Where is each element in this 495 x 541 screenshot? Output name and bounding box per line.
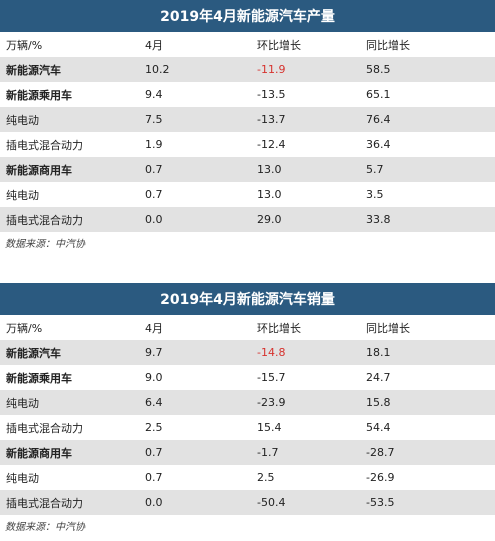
row-mom-value: 15.4: [257, 421, 282, 434]
row-mom-value: 13.0: [257, 188, 282, 201]
row-month-value: 2.5: [145, 421, 163, 434]
sales-rows: 新能源汽车 9.7 -14.8 18.1 新能源乘用车 9.0 -15.7 24.7 纯电动 6.…: [0, 340, 495, 515]
row-category: 新能源商用车: [6, 446, 72, 460]
row-month-value: 9.7: [145, 346, 163, 359]
table-row: 新能源乘用车 9.4 -13.5 65.1: [0, 82, 495, 107]
table-row: 插电式混合动力 0.0 -50.4 -53.5: [0, 490, 495, 515]
row-mom-value: 2.5: [257, 471, 275, 484]
table-row: 纯电动 7.5 -13.7 76.4: [0, 107, 495, 132]
production-header-row: 万辆/% 4月 环比增长 同比增长: [0, 32, 495, 57]
row-month-value: 0.7: [145, 471, 163, 484]
row-month-value: 9.0: [145, 371, 163, 384]
production-table-title: 2019年4月新能源汽车产量: [0, 0, 495, 32]
row-yoy-value: 76.4: [366, 113, 391, 126]
sales-source: 数据来源：中汽协: [5, 521, 85, 533]
row-yoy-value: 54.4: [366, 421, 391, 434]
row-month-value: 0.7: [145, 188, 163, 201]
header-yoy: 同比增长: [366, 38, 410, 52]
table-row: 新能源商用车 0.7 13.0 5.7: [0, 157, 495, 182]
row-month-value: 1.9: [145, 138, 163, 151]
row-yoy-value: 65.1: [366, 88, 391, 101]
row-yoy-value: 24.7: [366, 371, 391, 384]
table-row: 插电式混合动力 1.9 -12.4 36.4: [0, 132, 495, 157]
production-rows: 新能源汽车 10.2 -11.9 58.5 新能源乘用车 9.4 -13.5 65.1 纯电动 7…: [0, 57, 495, 232]
row-mom-value: -50.4: [257, 496, 286, 509]
row-month-value: 0.7: [145, 446, 163, 459]
row-yoy-value: -26.9: [366, 471, 395, 484]
row-category: 新能源汽车: [6, 346, 61, 360]
sales-header-row: 万辆/% 4月 环比增长 同比增长: [0, 315, 495, 340]
row-yoy-value: -53.5: [366, 496, 395, 509]
row-mom-value: -13.5: [257, 88, 286, 101]
row-category: 插电式混合动力: [6, 138, 83, 152]
row-category: 插电式混合动力: [6, 496, 83, 510]
table-row: 新能源乘用车 9.0 -15.7 24.7: [0, 365, 495, 390]
row-yoy-value: 15.8: [366, 396, 391, 409]
row-month-value: 0.0: [145, 213, 163, 226]
header-unit: 万辆/%: [6, 38, 43, 52]
row-yoy-value: 5.7: [366, 163, 384, 176]
sales-table-title: 2019年4月新能源汽车销量: [0, 283, 495, 315]
row-mom-value: -23.9: [257, 396, 286, 409]
row-mom-value: 29.0: [257, 213, 282, 226]
row-yoy-value: 3.5: [366, 188, 384, 201]
row-category: 新能源商用车: [6, 163, 72, 177]
row-yoy-value: -28.7: [366, 446, 395, 459]
header-unit: 万辆/%: [6, 321, 43, 335]
row-yoy-value: 58.5: [366, 63, 391, 76]
row-yoy-value: 33.8: [366, 213, 391, 226]
table-row: 插电式混合动力 0.0 29.0 33.8: [0, 207, 495, 232]
table-row: 纯电动 0.7 13.0 3.5: [0, 182, 495, 207]
row-mom-value: -1.7: [257, 446, 279, 459]
table-row: 插电式混合动力 2.5 15.4 54.4: [0, 415, 495, 440]
table-row: 新能源商用车 0.7 -1.7 -28.7: [0, 440, 495, 465]
header-month: 4月: [145, 38, 163, 52]
row-category: 纯电动: [6, 188, 39, 202]
production-source: 数据来源：中汽协: [5, 238, 85, 250]
header-month: 4月: [145, 321, 163, 335]
row-mom-value: -12.4: [257, 138, 286, 151]
row-category: 插电式混合动力: [6, 213, 83, 227]
row-month-value: 7.5: [145, 113, 163, 126]
row-yoy-value: 36.4: [366, 138, 391, 151]
row-month-value: 9.4: [145, 88, 163, 101]
row-category: 纯电动: [6, 396, 39, 410]
row-mom-value: -14.8: [257, 346, 286, 359]
row-mom-value: 13.0: [257, 163, 282, 176]
row-yoy-value: 18.1: [366, 346, 391, 359]
row-category: 纯电动: [6, 471, 39, 485]
production-table: 2019年4月新能源汽车产量 万辆/% 4月 环比增长 同比增长 新能源汽车 10…: [0, 0, 495, 252]
row-month-value: 0.7: [145, 163, 163, 176]
table-row: 纯电动 6.4 -23.9 15.8: [0, 390, 495, 415]
table-row: 新能源汽车 9.7 -14.8 18.1: [0, 340, 495, 365]
header-mom: 环比增长: [257, 38, 301, 52]
row-category: 新能源乘用车: [6, 88, 72, 102]
row-month-value: 0.0: [145, 496, 163, 509]
row-category: 插电式混合动力: [6, 421, 83, 435]
sales-table: 2019年4月新能源汽车销量 万辆/% 4月 环比增长 同比增长 新能源汽车 9.…: [0, 283, 495, 535]
table-row: 新能源汽车 10.2 -11.9 58.5: [0, 57, 495, 82]
row-category: 新能源汽车: [6, 63, 61, 77]
row-month-value: 6.4: [145, 396, 163, 409]
row-mom-value: -15.7: [257, 371, 286, 384]
row-category: 新能源乘用车: [6, 371, 72, 385]
header-mom: 环比增长: [257, 321, 301, 335]
table-row: 纯电动 0.7 2.5 -26.9: [0, 465, 495, 490]
row-mom-value: -11.9: [257, 63, 286, 76]
header-yoy: 同比增长: [366, 321, 410, 335]
row-month-value: 10.2: [145, 63, 170, 76]
row-category: 纯电动: [6, 113, 39, 127]
row-mom-value: -13.7: [257, 113, 286, 126]
